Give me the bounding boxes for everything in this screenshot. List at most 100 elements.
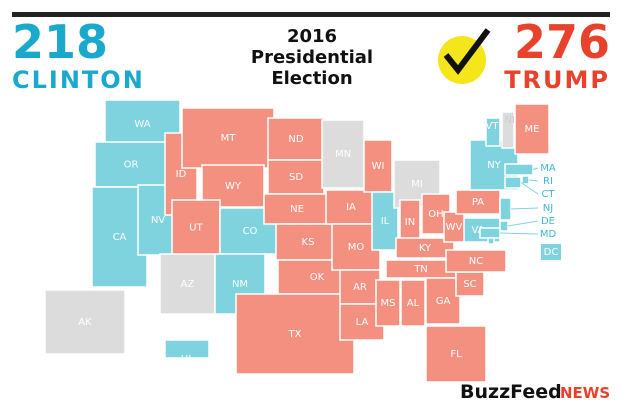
state-label: NM bbox=[232, 279, 248, 290]
state-label: MN bbox=[335, 149, 351, 160]
state bbox=[171, 199, 221, 256]
state-label: VA bbox=[471, 225, 484, 236]
state-label: FL bbox=[450, 349, 462, 360]
state-label: SD bbox=[289, 172, 303, 183]
state bbox=[44, 289, 126, 355]
state-label: ND bbox=[288, 134, 303, 145]
leader-line bbox=[507, 220, 539, 227]
state-label: RI bbox=[543, 176, 553, 187]
state-label: WA bbox=[134, 119, 150, 130]
map: WA OR CA NV ID MT WY UT CO AZ NM ND SD NE KS OK TX MN IA MO… bbox=[44, 99, 561, 383]
state-label: MS bbox=[381, 298, 396, 309]
state bbox=[267, 117, 325, 161]
state-label: OR bbox=[124, 160, 139, 171]
state-label: SC bbox=[463, 279, 476, 290]
state bbox=[487, 237, 495, 245]
state-label: CA bbox=[113, 232, 127, 243]
state bbox=[499, 220, 509, 232]
state-label: NV bbox=[151, 215, 165, 226]
state bbox=[375, 279, 401, 327]
state-label: GA bbox=[436, 296, 451, 307]
state bbox=[164, 339, 210, 359]
state bbox=[371, 191, 399, 251]
state bbox=[521, 175, 530, 185]
clinton-name: CLINTON bbox=[12, 66, 145, 94]
state-label: WV bbox=[446, 222, 463, 233]
state-label: DC bbox=[544, 247, 559, 258]
title-line: Presidential bbox=[251, 47, 373, 68]
state-label: CT bbox=[541, 189, 555, 200]
state-label: ID bbox=[176, 169, 187, 180]
state-label: HI bbox=[181, 354, 191, 365]
state-label: IL bbox=[381, 216, 390, 227]
trump-votes: 276 bbox=[514, 15, 610, 69]
state-label: MA bbox=[540, 163, 556, 174]
state-label: NJ bbox=[543, 203, 553, 214]
state bbox=[263, 193, 331, 225]
state-label: TX bbox=[288, 329, 302, 340]
state-label: AK bbox=[78, 317, 92, 328]
state bbox=[181, 107, 275, 169]
state-label: CO bbox=[243, 226, 258, 237]
state-label: NC bbox=[469, 256, 483, 267]
state bbox=[400, 279, 426, 327]
leader-line bbox=[499, 232, 539, 235]
state bbox=[504, 163, 534, 176]
title-line: Election bbox=[271, 68, 352, 89]
state bbox=[425, 325, 487, 383]
state-label: IN bbox=[405, 217, 415, 228]
state bbox=[485, 117, 501, 147]
trump-name: TRUMP bbox=[504, 66, 610, 94]
state-label: ME bbox=[525, 124, 540, 135]
state-label: MT bbox=[221, 133, 237, 144]
state-label: LA bbox=[356, 317, 369, 328]
state bbox=[321, 119, 365, 189]
leader-line bbox=[532, 167, 539, 170]
state-label: VT bbox=[486, 121, 500, 132]
state-label: UT bbox=[189, 223, 203, 234]
state-label: AZ bbox=[181, 279, 195, 290]
state-label: KS bbox=[302, 237, 315, 248]
state-label: MO bbox=[348, 242, 365, 253]
state-label: WI bbox=[372, 161, 385, 172]
state bbox=[479, 227, 501, 239]
state-label: WY bbox=[225, 181, 242, 192]
state bbox=[395, 237, 455, 259]
state bbox=[235, 293, 355, 375]
state-label: MI bbox=[411, 179, 423, 190]
state bbox=[455, 189, 501, 215]
state bbox=[504, 176, 522, 189]
leader-line bbox=[510, 207, 539, 210]
state bbox=[267, 159, 325, 195]
state bbox=[514, 103, 550, 155]
state-label: DE bbox=[541, 216, 555, 227]
state-label: AL bbox=[407, 298, 420, 309]
state-label: OH bbox=[428, 209, 443, 220]
leader-line bbox=[528, 179, 539, 182]
state bbox=[363, 139, 393, 193]
clinton-votes: 218 bbox=[12, 15, 108, 69]
state-label: OK bbox=[310, 272, 325, 283]
state-label: IA bbox=[346, 202, 356, 213]
brand: BuzzFeed bbox=[460, 381, 562, 403]
state bbox=[445, 249, 507, 273]
state bbox=[159, 253, 216, 315]
state bbox=[501, 111, 515, 149]
state-label: MD bbox=[540, 229, 557, 240]
state-label: AR bbox=[353, 282, 367, 293]
state bbox=[499, 197, 512, 221]
title-line: 2016 bbox=[287, 26, 337, 47]
state-label: NY bbox=[487, 160, 501, 171]
state-label: PA bbox=[472, 197, 484, 208]
state-label-box bbox=[541, 244, 561, 260]
check-mark bbox=[443, 28, 491, 75]
leader-line bbox=[520, 182, 539, 195]
state-label: KY bbox=[419, 243, 432, 254]
state-label: NE bbox=[290, 204, 304, 215]
state bbox=[443, 211, 465, 243]
top-rule bbox=[12, 12, 610, 17]
state-label: NH bbox=[505, 115, 520, 126]
state-label: TN bbox=[413, 264, 428, 275]
brand-suffix: NEWS bbox=[560, 384, 610, 402]
